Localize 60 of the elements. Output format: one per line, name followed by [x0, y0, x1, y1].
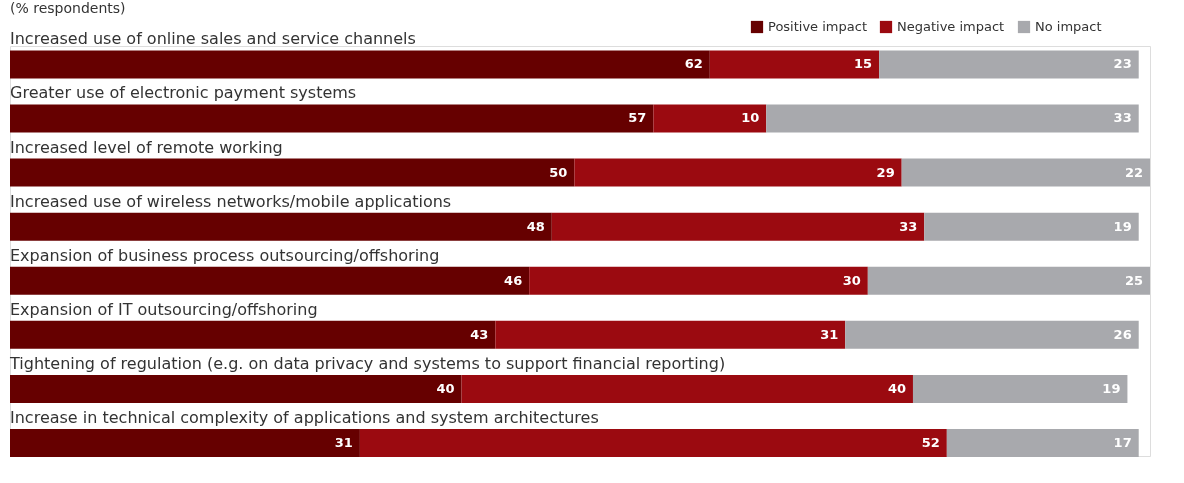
bar — [10, 212, 552, 241]
data-label: 19 — [1102, 380, 1121, 396]
y-tick-label: Increased level of remote working — [10, 137, 283, 157]
bar — [766, 104, 1139, 133]
y-tick-label: Increased use of online sales and service channels — [10, 29, 416, 49]
legend-label: Negative impact — [897, 19, 1005, 34]
data-label: 19 — [1113, 218, 1132, 234]
data-label: 40 — [436, 380, 455, 396]
data-label: 43 — [470, 326, 489, 342]
bar — [10, 266, 530, 295]
bar — [709, 50, 880, 79]
bar — [912, 374, 1128, 403]
bar — [495, 320, 846, 349]
legend-label: No impact — [1035, 19, 1102, 34]
data-label: 22 — [1124, 164, 1143, 180]
bar — [10, 374, 462, 403]
bar — [359, 429, 947, 458]
bar — [10, 320, 496, 349]
data-label: 10 — [741, 110, 760, 126]
data-label: 33 — [899, 218, 918, 234]
bar — [10, 50, 710, 79]
data-label: 40 — [887, 380, 906, 396]
y-tick-label: Expansion of business process outsourcing/offshoring — [10, 245, 440, 265]
data-label: 57 — [628, 110, 647, 126]
bar — [867, 266, 1150, 295]
data-label: 30 — [842, 272, 861, 288]
legend-label: Positive impact — [768, 19, 867, 34]
bar — [10, 104, 654, 133]
bar — [551, 212, 925, 241]
data-label: 25 — [1124, 272, 1143, 288]
data-label: 62 — [684, 56, 703, 72]
data-label: 23 — [1113, 56, 1132, 72]
data-label: 31 — [820, 326, 839, 342]
data-label: 26 — [1113, 326, 1132, 342]
data-label: 17 — [1113, 435, 1132, 451]
bar — [653, 104, 767, 133]
bar — [461, 374, 913, 403]
y-tick-label: Expansion of IT outsourcing/offshoring — [10, 299, 318, 319]
data-label: 48 — [526, 218, 545, 234]
bar — [529, 266, 868, 295]
bar — [845, 320, 1139, 349]
bar — [924, 212, 1139, 241]
y-tick-label: Increase in technical complexity of applications and system architectures — [10, 408, 599, 428]
y-tick-label: Greater use of electronic payment systems — [10, 83, 357, 103]
data-label: 52 — [921, 435, 940, 451]
y-tick-label: Tightening of regulation (e.g. on data privacy and systems to support financial reporting) — [9, 353, 726, 373]
data-label: 46 — [504, 272, 523, 288]
data-label: 50 — [549, 164, 568, 180]
bar — [946, 429, 1139, 458]
data-label: 15 — [854, 56, 873, 72]
bar — [10, 158, 575, 187]
chart-title: (% respondents) — [10, 0, 126, 16]
bar — [10, 429, 360, 458]
data-label: 29 — [876, 164, 895, 180]
bar — [901, 158, 1150, 187]
data-label: 31 — [334, 435, 353, 451]
bar — [879, 50, 1139, 79]
bar — [574, 158, 902, 187]
data-label: 33 — [1113, 110, 1132, 126]
y-tick-label: Increased use of wireless networks/mobile applications — [10, 191, 452, 211]
